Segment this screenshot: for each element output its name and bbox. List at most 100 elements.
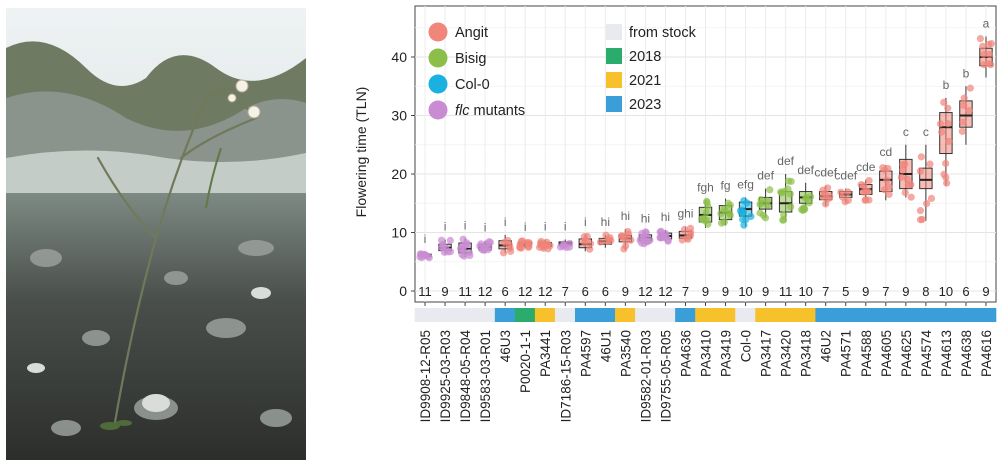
category-label: ID9908-12-R05 — [418, 330, 433, 422]
sample-count: 12 — [658, 284, 672, 299]
box-id9582-01-r03: hi — [636, 211, 654, 248]
category-label: ID9848-05-R04 — [458, 330, 473, 423]
box-pa4597: i — [578, 215, 595, 253]
y-tick-label: 30 — [391, 108, 407, 124]
category-label: PA4574 — [919, 330, 934, 378]
box-id9848-05-r04: i — [456, 218, 474, 260]
origin-strip-cell — [795, 308, 816, 322]
y-tick-label: 20 — [391, 166, 407, 182]
data-point — [460, 252, 468, 260]
data-point — [979, 42, 987, 50]
data-point — [857, 181, 865, 189]
data-point — [903, 175, 911, 183]
data-point — [784, 185, 792, 193]
legend-item-group: Col-0 — [428, 74, 490, 94]
data-point — [926, 160, 934, 168]
legend-label: Bisig — [455, 51, 486, 67]
data-point — [916, 167, 924, 175]
significance-label: i — [444, 220, 447, 234]
data-point — [802, 194, 810, 203]
category-label: Col-0 — [739, 330, 754, 362]
data-point — [865, 176, 873, 185]
data-point — [566, 239, 574, 247]
category-label: ID9925-03-R03 — [438, 330, 453, 422]
data-point — [416, 253, 424, 261]
data-point — [940, 170, 948, 178]
category-label: PA3418 — [799, 330, 814, 377]
data-point — [624, 227, 632, 236]
sample-count: 6 — [582, 284, 589, 299]
origin-strip-cell — [915, 308, 937, 322]
data-point — [865, 196, 873, 204]
data-point — [639, 234, 647, 242]
category-label: PA4638 — [959, 330, 974, 377]
data-point — [465, 249, 473, 257]
data-point — [743, 199, 751, 207]
significance-label: def — [777, 154, 794, 168]
category-label: PA4625 — [899, 330, 914, 377]
origin-strip-cell — [895, 308, 917, 322]
significance-label: i — [464, 218, 467, 232]
box-id7186-15-r03: i — [556, 220, 574, 252]
origin-strip-cell — [454, 308, 476, 322]
box-id9908-12-r05: i — [416, 232, 433, 262]
data-point — [618, 232, 626, 240]
data-point — [525, 240, 533, 248]
origin-strip-cell — [675, 308, 696, 322]
data-point — [897, 173, 905, 181]
data-point — [901, 188, 909, 197]
origin-strip-cell — [935, 308, 957, 322]
origin-strip-cell — [755, 308, 776, 322]
sample-count: 9 — [441, 284, 448, 299]
legend-label: Col-0 — [455, 77, 490, 93]
data-point — [622, 242, 630, 250]
data-point — [966, 84, 974, 92]
sample-count: 5 — [842, 284, 849, 299]
data-point — [826, 193, 834, 201]
significance-label: cde — [856, 160, 876, 174]
category-label: ID9582-01-R03 — [638, 330, 653, 422]
data-point — [646, 236, 654, 244]
sample-count: 9 — [622, 284, 629, 299]
sample-count: 10 — [939, 284, 953, 299]
origin-strip-cell — [474, 308, 496, 322]
data-point — [944, 120, 952, 128]
sample-count: 12 — [478, 284, 492, 299]
box-pa4625: c — [897, 125, 915, 201]
plot-grid — [414, 5, 997, 303]
data-point — [881, 166, 889, 174]
category-label: 46U3 — [498, 330, 513, 362]
origin-strip-cell — [574, 308, 596, 322]
data-point — [780, 211, 788, 219]
category-label: ID9755-05-R05 — [658, 330, 673, 422]
origin-strip-cell — [554, 308, 576, 322]
box-pa3418: def — [797, 163, 815, 214]
data-point — [700, 215, 708, 223]
data-point — [586, 245, 594, 253]
data-point — [580, 233, 588, 241]
legend-swatch — [606, 48, 622, 64]
origin-strip-cell — [875, 308, 897, 322]
significance-label: i — [544, 220, 547, 234]
origin-strip-cell — [595, 308, 616, 322]
category-label: 46U2 — [819, 330, 834, 362]
legend-swatch — [606, 24, 622, 40]
category-label: PA3540 — [618, 330, 633, 377]
y-tick-label: 40 — [391, 49, 407, 65]
sample-count: 9 — [902, 284, 909, 299]
sample-count: 9 — [722, 284, 729, 299]
data-point — [844, 188, 852, 196]
data-point — [717, 219, 726, 227]
sample-count: 11 — [779, 284, 793, 299]
category-label: PA3410 — [699, 330, 714, 377]
data-point — [976, 34, 985, 43]
data-point — [763, 201, 772, 209]
significance-label: hi — [661, 210, 670, 224]
box-pa4638: b — [958, 66, 974, 145]
category-label: PA4613 — [939, 330, 954, 377]
legend-label: from stock — [629, 25, 697, 41]
legend-swatch — [606, 72, 622, 88]
data-point — [787, 203, 795, 211]
data-point — [916, 207, 925, 215]
